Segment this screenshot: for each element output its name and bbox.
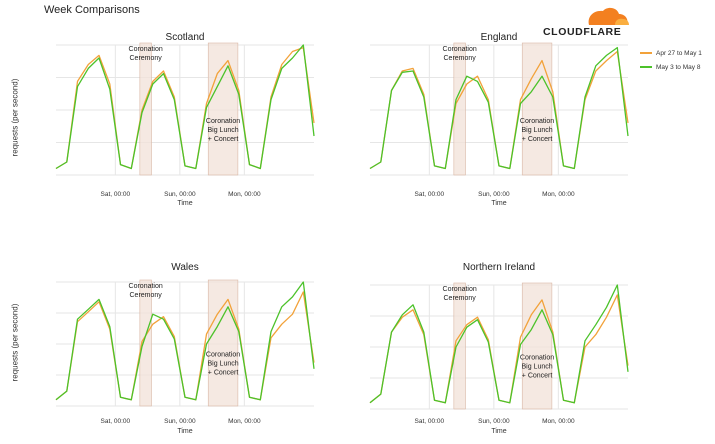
big-lunch-annotation: Big Lunch (207, 360, 238, 367)
x-tick-label: Sun, 00:00 (478, 418, 510, 425)
big-lunch-annotation: + Concert (522, 372, 553, 379)
legend-label: Apr 27 to May 1 (656, 49, 702, 57)
x-axis-label: Time (491, 428, 506, 435)
big-lunch-band (521, 42, 553, 176)
ceremony-band (453, 282, 466, 410)
big-lunch-band (521, 282, 553, 410)
chart-title: England (481, 32, 518, 43)
x-tick-label: Mon, 00:00 (228, 191, 261, 198)
ceremony-band (139, 279, 152, 407)
legend-item: Apr 27 to May 1 (640, 46, 702, 60)
big-lunch-annotation: Big Lunch (207, 127, 238, 134)
big-lunch-annotation: Coronation (520, 354, 554, 361)
ceremony-annotation: Ceremony (130, 292, 163, 299)
chart-panel-0: Scotland Sat, 00:00 Sun, 00:00 Mon, 00:00 Ti… (55, 32, 315, 207)
x-tick-label: Sun, 00:00 (478, 191, 510, 198)
chart-panel-3: Northern Ireland Sat, 00:00 Sun, 00:00 Mon,… (369, 262, 629, 435)
x-tick-label: Sun, 00:00 (164, 418, 196, 425)
page-title: Week Comparisons (44, 4, 140, 16)
x-axis-label: Time (177, 200, 192, 207)
logo-text: CLOUDFLARE (543, 26, 622, 38)
legend: Apr 27 to May 1 May 3 to May 8 (640, 46, 702, 74)
x-tick-label: Mon, 00:00 (542, 191, 575, 198)
big-lunch-band (207, 279, 239, 407)
ceremony-annotation: Coronation (129, 283, 163, 290)
ceremony-annotation: Ceremony (444, 55, 477, 62)
x-tick-label: Sat, 00:00 (415, 191, 445, 198)
big-lunch-annotation: Coronation (520, 118, 554, 125)
chart-panel-1: England Sat, 00:00 Sun, 00:00 Mon, 00:00 Tim… (369, 32, 629, 207)
series-line-1 (369, 294, 629, 404)
series-line-2 (369, 284, 629, 404)
big-lunch-annotation: Coronation (206, 351, 240, 358)
x-tick-label: Sat, 00:00 (101, 418, 131, 425)
series-line-1 (55, 46, 315, 170)
ceremony-band (139, 42, 152, 176)
big-lunch-annotation: Big Lunch (521, 127, 552, 134)
x-tick-label: Mon, 00:00 (542, 418, 575, 425)
chart-title: Northern Ireland (463, 262, 535, 273)
series-line-2 (55, 281, 315, 401)
ceremony-annotation: Coronation (443, 286, 477, 293)
big-lunch-annotation: + Concert (208, 369, 239, 376)
ceremony-annotation: Coronation (129, 46, 163, 53)
chart-panel-2: Wales Sat, 00:00 Sun, 00:00 Mon, 00:00 Time C… (55, 262, 315, 435)
series-line-1 (55, 291, 315, 401)
series-line-2 (55, 44, 315, 170)
ceremony-annotation: Coronation (443, 46, 477, 53)
legend-label: May 3 to May 8 (656, 63, 701, 71)
ceremony-annotation: Ceremony (130, 55, 163, 62)
chart-title: Scotland (166, 32, 205, 43)
x-tick-label: Sun, 00:00 (164, 191, 196, 198)
series-line-2 (369, 46, 629, 170)
cloudflare-logo: CLOUDFLARE (543, 6, 631, 40)
x-axis-label: Time (177, 428, 192, 435)
ceremony-band (453, 42, 466, 176)
cloud-icon (588, 7, 629, 25)
legend-item: May 3 to May 8 (640, 60, 702, 74)
x-tick-label: Sat, 00:00 (101, 191, 131, 198)
legend-swatch-green (640, 66, 652, 68)
big-lunch-annotation: + Concert (208, 136, 239, 143)
ceremony-annotation: Ceremony (444, 295, 477, 302)
legend-swatch-orange (640, 52, 652, 54)
x-tick-label: Mon, 00:00 (228, 418, 261, 425)
chart-title: Wales (171, 262, 198, 273)
big-lunch-annotation: Big Lunch (521, 363, 552, 370)
x-axis-label: Time (491, 200, 506, 207)
big-lunch-annotation: Coronation (206, 118, 240, 125)
big-lunch-band (207, 42, 239, 176)
x-tick-label: Sat, 00:00 (415, 418, 445, 425)
big-lunch-annotation: + Concert (522, 136, 553, 143)
